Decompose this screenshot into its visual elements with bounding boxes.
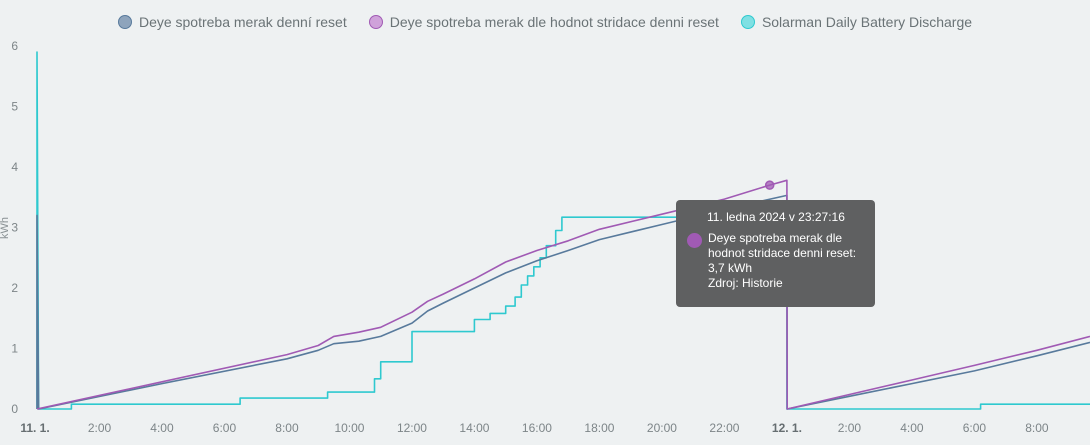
tooltip-title: 11. ledna 2024 v 23:27:16 <box>707 210 845 224</box>
hover-marker <box>764 180 775 190</box>
x-tick-label: 6:00 <box>963 421 987 435</box>
legend-item-deye-denni[interactable]: Deye spotreba merak denní reset <box>117 14 347 30</box>
y-tick-label: 6 <box>11 39 18 53</box>
x-tick-label: 10:00 <box>334 421 364 435</box>
x-tick-label: 12:00 <box>397 421 427 435</box>
legend-item-deye-stridac[interactable]: Deye spotreba merak dle hodnot stridace … <box>368 14 719 30</box>
y-axis-label: kWh <box>0 217 11 239</box>
x-tick-label: 18:00 <box>584 421 614 435</box>
x-tick-label: 2:00 <box>88 421 112 435</box>
tooltip-series-swatch <box>687 233 702 248</box>
x-tick-label: 16:00 <box>522 421 552 435</box>
legend-label-deye-denni: Deye spotreba merak denní reset <box>138 14 347 30</box>
x-tick-label: 8:00 <box>275 421 299 435</box>
tooltip-series-line2: hodnot stridace denni reset: <box>708 246 857 260</box>
x-tick-label: 4:00 <box>150 421 174 435</box>
y-tick-label: 1 <box>11 342 18 356</box>
tooltip-source: Zdroj: Historie <box>708 276 783 290</box>
x-tick-label: 20:00 <box>647 421 677 435</box>
x-tick-label: 14:00 <box>459 421 489 435</box>
legend-item-solarman[interactable]: Solarman Daily Battery Discharge <box>740 14 973 30</box>
x-tick-label: 8:00 <box>1025 421 1049 435</box>
legend-label-deye-stridac: Deye spotreba merak dle hodnot stridace … <box>389 14 719 30</box>
x-tick-label: 2:00 <box>838 421 862 435</box>
x-tick-label: 6:00 <box>213 421 237 435</box>
y-tick-label: 3 <box>11 221 18 235</box>
tooltip-series-line1: Deye spotreba merak dle <box>708 231 843 245</box>
x-tick-label: 22:00 <box>709 421 739 435</box>
legend-swatch-deye-stridac <box>368 15 383 29</box>
y-tick-label: 5 <box>11 100 18 114</box>
x-tick-label: 4:00 <box>900 421 924 435</box>
series-line-1[interactable] <box>36 179 1090 410</box>
x-tick-label-date: 12. 1. <box>772 421 802 435</box>
y-tick-label: 0 <box>11 402 18 416</box>
series-line-0[interactable] <box>36 194 1090 410</box>
legend-swatch-solarman <box>740 15 755 29</box>
legend-swatch-deye-denni <box>117 15 132 29</box>
tooltip-value: 3,7 kWh <box>708 261 753 275</box>
legend: Deye spotreba merak denní reset Deye spo… <box>0 14 1090 30</box>
y-tick-label: 4 <box>11 160 18 174</box>
series-line-2[interactable] <box>36 51 1090 410</box>
legend-label-solarman: Solarman Daily Battery Discharge <box>761 14 973 30</box>
y-tick-label: 2 <box>11 281 18 295</box>
x-tick-label-date: 11. 1. <box>20 421 49 435</box>
tooltip: 11. ledna 2024 v 23:27:16 Deye spotreba … <box>676 200 875 307</box>
